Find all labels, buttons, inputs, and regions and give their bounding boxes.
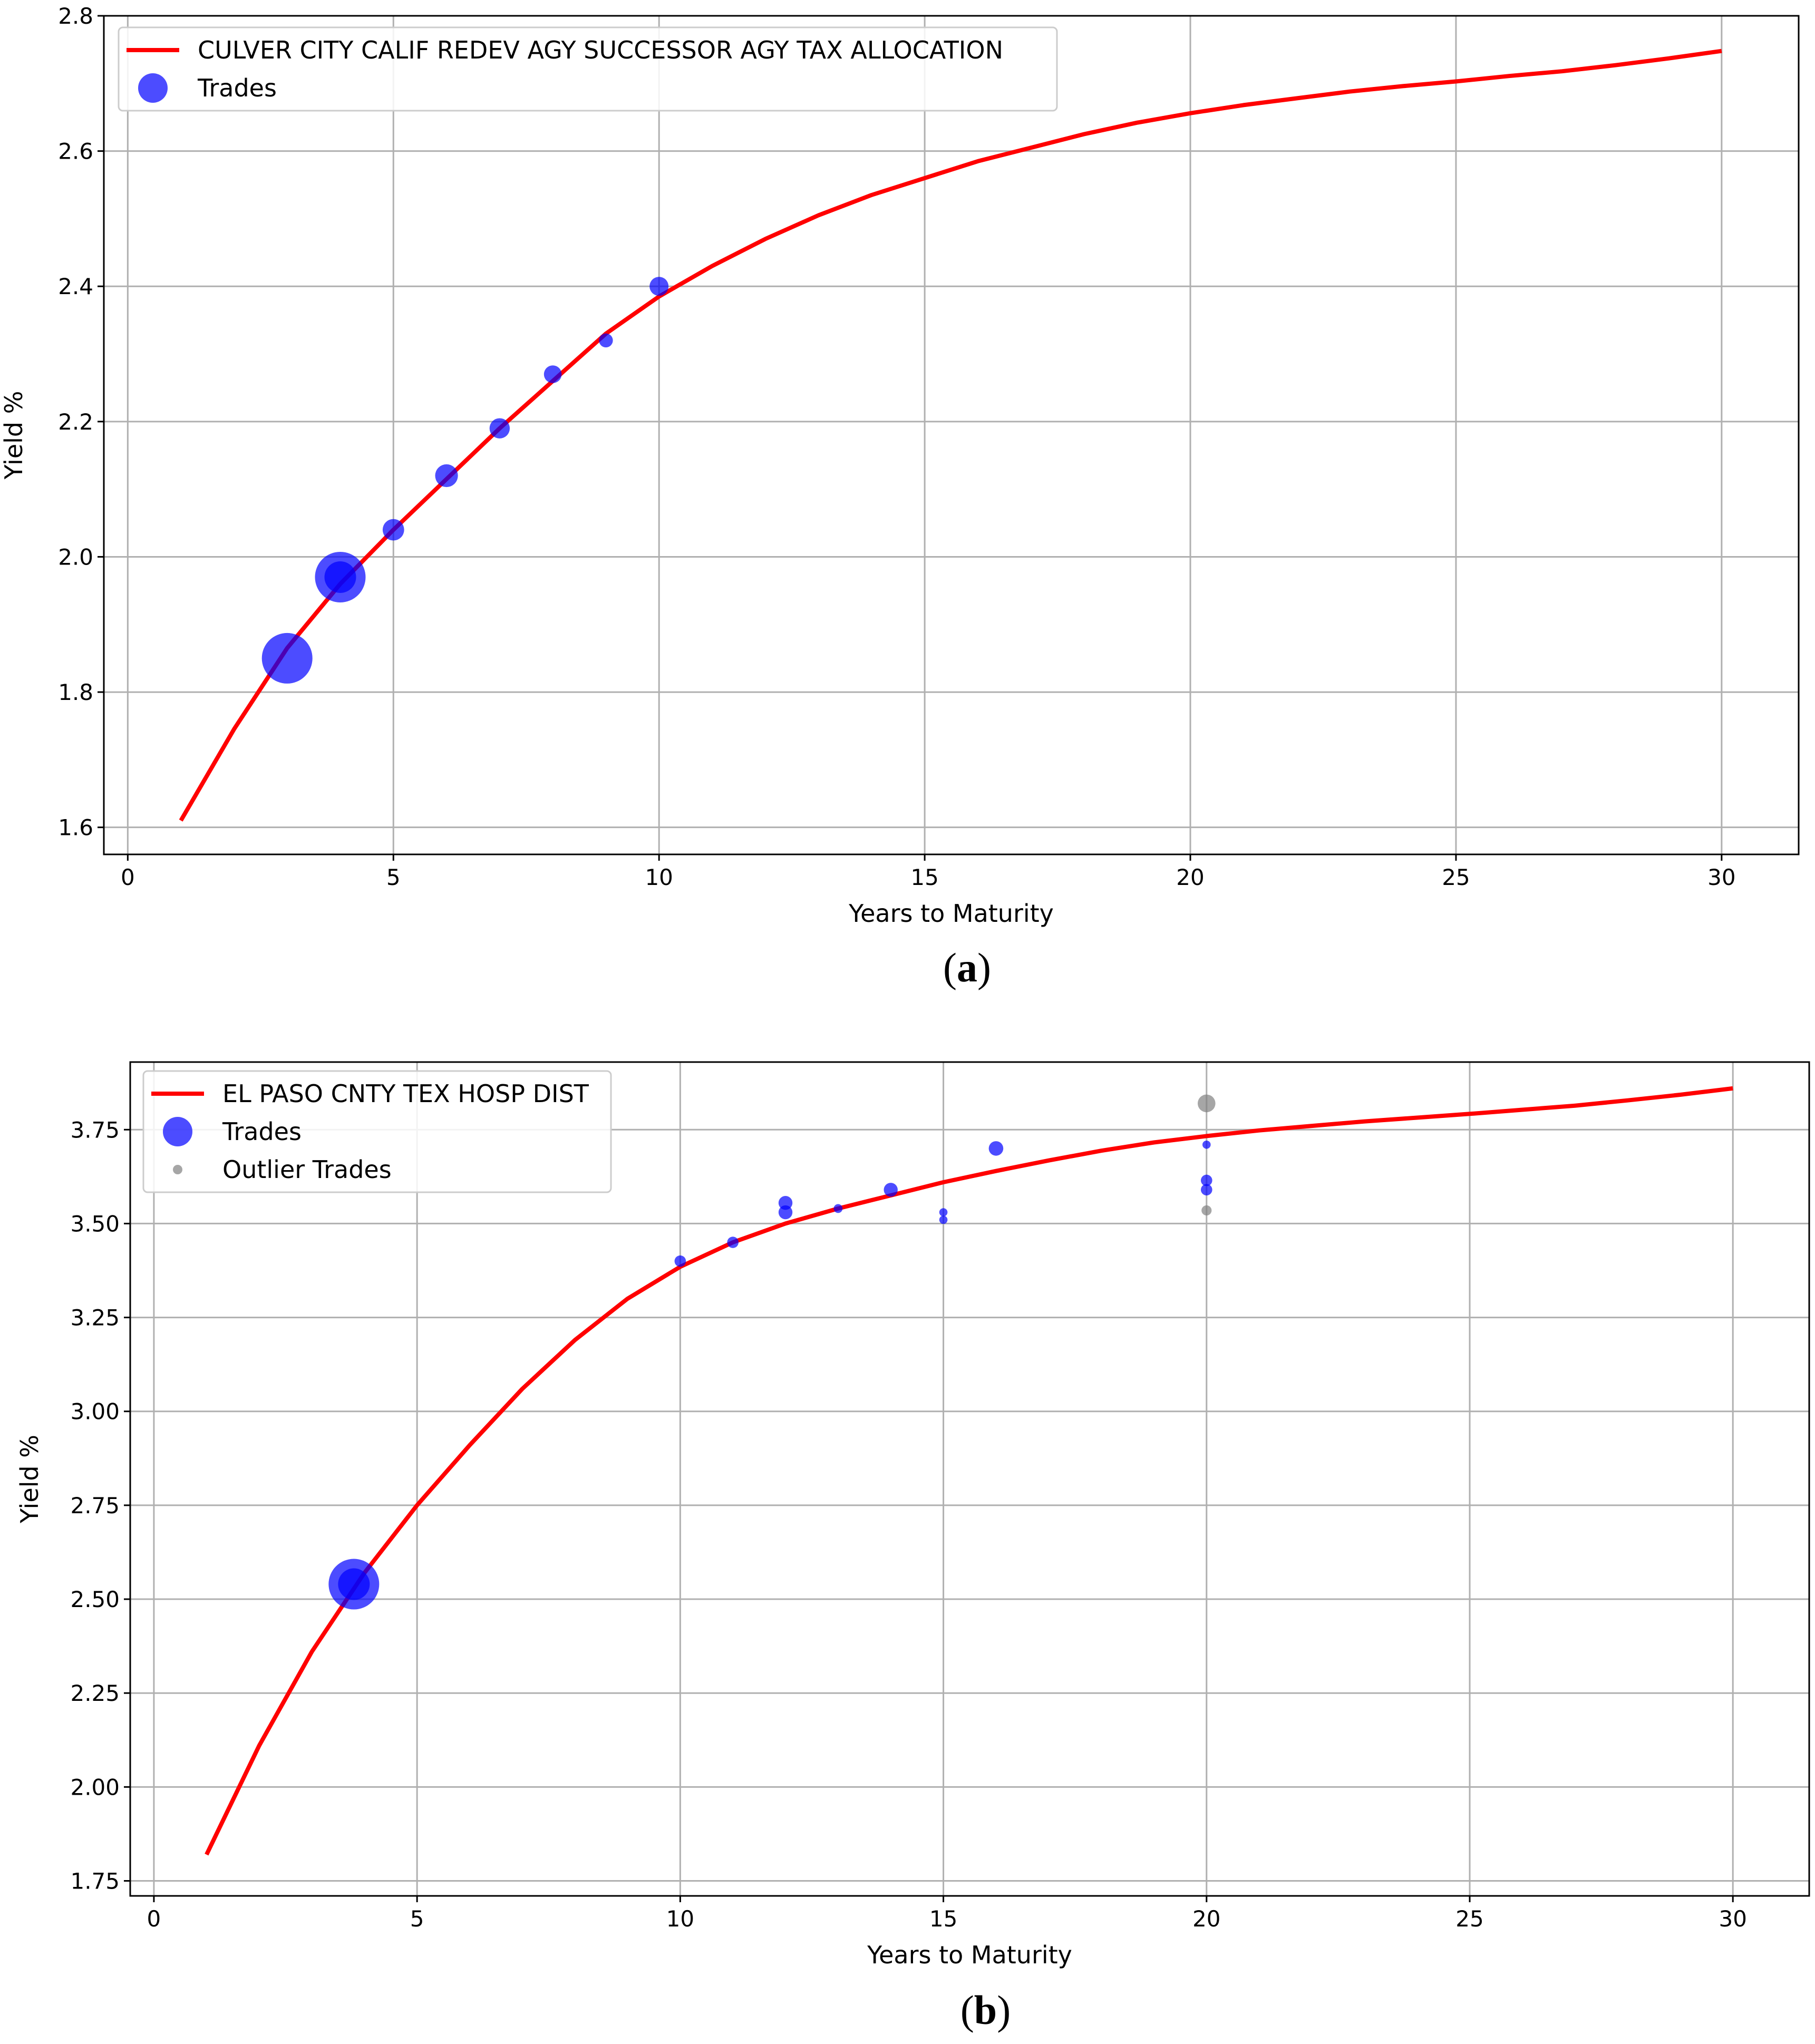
legend: EL PASO CNTY TEX HOSP DIST Trades Outlier …	[142, 1070, 612, 1193]
y-tick-label: 1.75	[70, 1868, 120, 1894]
scatter-point	[324, 561, 356, 593]
scatter-point	[338, 1568, 370, 1600]
scatter-point	[543, 365, 562, 383]
x-tick-label: 10	[666, 1906, 694, 1932]
x-tick-label: 15	[929, 1906, 957, 1932]
x-tick-label: 15	[910, 864, 938, 890]
y-tick-label: 2.75	[70, 1493, 120, 1519]
x-tick-label: 0	[121, 864, 135, 890]
legend-point-marker	[173, 1165, 182, 1174]
legend-frame	[142, 1070, 612, 1193]
scatter-point	[261, 632, 313, 684]
caption-paren-close: )	[977, 945, 991, 990]
scatter-point	[988, 1141, 1004, 1156]
x-tick-label: 20	[1176, 864, 1204, 890]
caption-letter: b	[974, 1987, 997, 2033]
scatter-point	[939, 1208, 948, 1216]
axes-frame	[129, 1061, 1810, 1897]
x-tick-label: 25	[1455, 1906, 1483, 1932]
x-tick-label: 30	[1707, 864, 1735, 890]
x-tick-label: 20	[1192, 1906, 1220, 1932]
legend-label: Outlier Trades	[222, 1155, 392, 1184]
x-axis-label: Years to Maturity	[848, 899, 1054, 928]
scatter-point	[599, 333, 613, 348]
y-tick-label: 3.50	[70, 1211, 120, 1237]
y-tick-label: 2.25	[70, 1680, 120, 1706]
x-tick-label: 0	[147, 1906, 161, 1932]
scatter-point	[489, 418, 510, 439]
y-tick-label: 3.75	[70, 1117, 120, 1143]
y-axis-label: Yield %	[0, 391, 28, 480]
legend-label: EL PASO CNTY TEX HOSP DIST	[222, 1079, 589, 1108]
scatter-point	[1200, 1174, 1212, 1186]
legend-point-marker	[163, 1117, 192, 1146]
legend-frame	[118, 26, 1058, 112]
y-tick-label: 2.4	[58, 274, 93, 299]
scatter-point	[727, 1237, 739, 1248]
y-tick-label: 2.0	[58, 544, 93, 570]
caption-letter: a	[957, 945, 977, 990]
axes-frame	[103, 15, 1800, 855]
scatter-point	[382, 519, 404, 541]
scatter-point	[1197, 1094, 1216, 1113]
panel-caption: (a)	[943, 945, 991, 990]
x-tick-label: 25	[1442, 864, 1470, 890]
chart-panel-b: 0 5 10 15 20 25 30 1.75 2.00 2.25 2.50 2.75 3.00 3.25…	[15, 1061, 1810, 2033]
caption-paren-open: (	[943, 945, 957, 990]
y-tick-label: 2.00	[70, 1774, 120, 1800]
scatter-point	[1202, 1140, 1211, 1149]
y-tick-label: 3.25	[70, 1305, 120, 1331]
x-tick-label: 5	[386, 864, 401, 890]
scatter-point	[649, 277, 669, 296]
y-tick-label: 2.6	[58, 139, 93, 164]
legend-label: Trades	[197, 74, 277, 102]
scatter-point	[674, 1255, 686, 1267]
caption-paren-open: (	[960, 1987, 974, 2033]
scatter-point	[435, 464, 458, 488]
legend: CULVER CITY CALIF REDEV AGY SUCCESSOR AG…	[118, 26, 1058, 112]
series-line	[205, 1086, 1733, 1856]
legend-label: Trades	[222, 1117, 302, 1146]
legend-point-marker	[138, 73, 168, 103]
chart-panel-a: 0 5 10 15 20 25 30 1.6 1.8 2.0 2.2 2.4 2.6 2.8 Years t…	[0, 3, 1800, 990]
scatter-point	[939, 1215, 948, 1224]
y-tick-label: 1.6	[58, 815, 93, 841]
x-tick-label: 10	[645, 864, 673, 890]
scatter-point	[833, 1204, 843, 1213]
y-tick-label: 2.8	[58, 3, 93, 29]
y-tick-label: 3.00	[70, 1399, 120, 1425]
x-axis-label: Years to Maturity	[867, 1941, 1072, 1969]
series-line	[179, 48, 1722, 822]
x-tick-label: 30	[1719, 1906, 1747, 1932]
y-tick-label: 1.8	[58, 679, 93, 705]
y-axis-label: Yield %	[15, 1435, 44, 1524]
scatter-point	[884, 1183, 898, 1197]
y-tick-label: 2.50	[70, 1586, 120, 1612]
scatter-point	[1200, 1184, 1212, 1196]
panel-caption: (b)	[960, 1987, 1011, 2033]
scatter-point	[1201, 1205, 1212, 1216]
legend-label: CULVER CITY CALIF REDEV AGY SUCCESSOR AG…	[198, 36, 1003, 64]
x-tick-label: 5	[410, 1906, 424, 1932]
scatter-point	[778, 1205, 793, 1220]
y-tick-label: 2.2	[58, 409, 93, 435]
caption-paren-close: )	[997, 1987, 1011, 2033]
